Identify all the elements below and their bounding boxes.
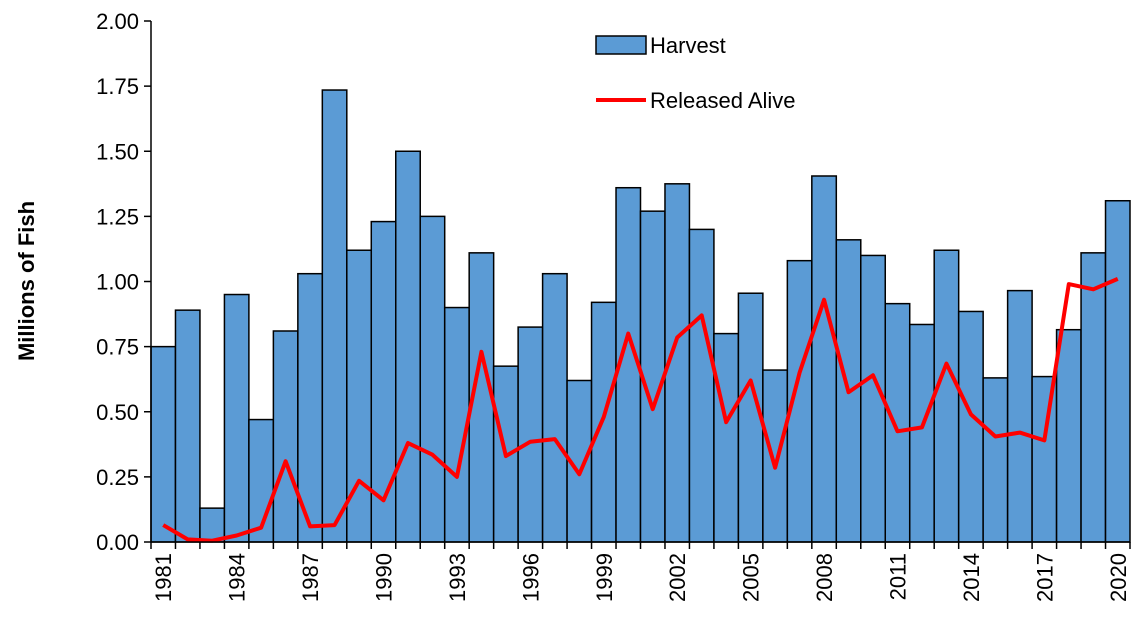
bar — [908, 323, 935, 543]
x-tick-label: 2005 — [739, 553, 764, 602]
bar — [933, 249, 960, 543]
bar — [1104, 199, 1131, 543]
bar — [713, 332, 740, 543]
bar — [541, 272, 568, 543]
bar — [884, 302, 911, 543]
x-tick-label: 1993 — [445, 553, 470, 602]
bar — [517, 326, 544, 543]
legend-label: Released Alive — [650, 88, 796, 113]
bar — [223, 293, 250, 543]
y-axis-title: Millions of Fish — [14, 201, 39, 361]
y-tick-label: 0.00 — [96, 530, 139, 555]
x-tick-label: 2020 — [1106, 553, 1131, 602]
x-tick-label: 2014 — [959, 553, 984, 602]
bar — [174, 309, 201, 543]
y-tick-label: 1.50 — [96, 139, 139, 164]
bar — [1080, 252, 1107, 543]
bar — [443, 306, 470, 543]
x-tick-label: 1987 — [298, 553, 323, 602]
x-tick-label: 1981 — [151, 553, 176, 602]
legend-swatch — [595, 35, 647, 55]
y-tick-label: 0.75 — [96, 335, 139, 360]
bar — [1055, 328, 1082, 543]
x-tick-label: 2002 — [665, 553, 690, 602]
y-tick-label: 1.00 — [96, 270, 139, 295]
bar — [150, 345, 177, 543]
y-tick-label: 0.25 — [96, 465, 139, 490]
bar — [1031, 375, 1058, 543]
bar — [1006, 289, 1033, 543]
bar — [811, 175, 838, 543]
x-tick-label: 1984 — [225, 553, 250, 602]
y-tick-label: 1.75 — [96, 74, 139, 99]
legend-label: Harvest — [650, 33, 726, 58]
line — [162, 277, 1119, 543]
x-tick-label: 1990 — [372, 553, 397, 602]
bar — [957, 310, 984, 543]
bar — [982, 377, 1009, 543]
x-tick-label: 2017 — [1032, 553, 1057, 602]
bar — [762, 369, 789, 543]
bar — [419, 215, 446, 543]
y-tick-label: 1.25 — [96, 204, 139, 229]
y-tick-label: 0.50 — [96, 400, 139, 425]
x-tick-label: 1996 — [518, 553, 543, 602]
bar — [492, 365, 519, 543]
bar — [321, 89, 348, 543]
x-tick-label: 2008 — [812, 553, 837, 602]
y-tick-label: 2.00 — [96, 9, 139, 34]
bar — [272, 330, 299, 543]
x-tick-label: 2011 — [885, 553, 910, 600]
bar — [395, 150, 421, 543]
bar — [688, 228, 715, 543]
x-tick-label: 1999 — [592, 553, 617, 602]
bar — [860, 254, 887, 543]
bar — [590, 301, 617, 543]
